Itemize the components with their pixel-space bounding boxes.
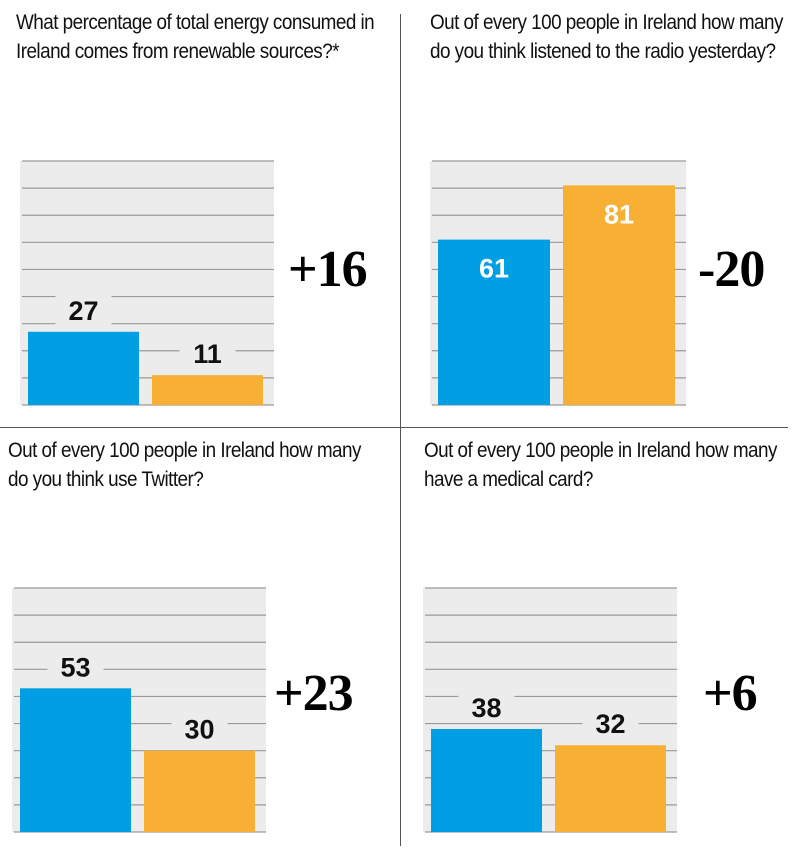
bar-value-label: 53 — [60, 652, 90, 682]
delta-2: -20 — [698, 241, 765, 298]
horizontal-divider — [0, 427, 788, 428]
bar-orange — [555, 745, 666, 832]
bar-blue — [431, 728, 542, 832]
label-backdrop — [171, 712, 228, 745]
vertical-divider — [400, 14, 401, 846]
chart-4: 38 32 — [423, 587, 677, 833]
bar-blue — [20, 688, 131, 832]
bar-value-label: 27 — [68, 296, 98, 326]
bar-value-label: 32 — [595, 709, 625, 739]
question-2: Out of every 100 people in Ireland how m… — [430, 11, 783, 63]
chart-3: 53 30 — [12, 587, 266, 833]
delta-1: +16 — [288, 241, 368, 298]
delta-4: +6 — [703, 665, 758, 722]
label-backdrop — [582, 707, 639, 740]
question-1: What percentage of total energy consumed… — [16, 11, 375, 63]
label-backdrop — [47, 650, 104, 683]
bar-value-label: 61 — [479, 254, 509, 284]
bar-blue — [438, 239, 550, 405]
bar-value-label: 38 — [471, 693, 501, 723]
bar-value-label: 11 — [193, 339, 222, 369]
question-3: Out of every 100 people in Ireland how m… — [8, 439, 361, 491]
label-backdrop — [179, 337, 236, 370]
chart-2: 61 81 — [430, 160, 686, 406]
question-4: Out of every 100 people in Ireland how m… — [424, 439, 777, 491]
delta-3: +23 — [274, 665, 354, 722]
bar-value-label: 81 — [604, 199, 634, 229]
label-backdrop — [55, 293, 112, 326]
bar-orange — [563, 185, 675, 405]
label-backdrop — [458, 690, 515, 723]
bar-orange — [152, 375, 263, 405]
bar-blue — [28, 331, 139, 405]
bar-value-label: 30 — [184, 715, 214, 745]
chart-1: 27 11 — [20, 160, 274, 406]
bar-orange — [144, 750, 255, 832]
